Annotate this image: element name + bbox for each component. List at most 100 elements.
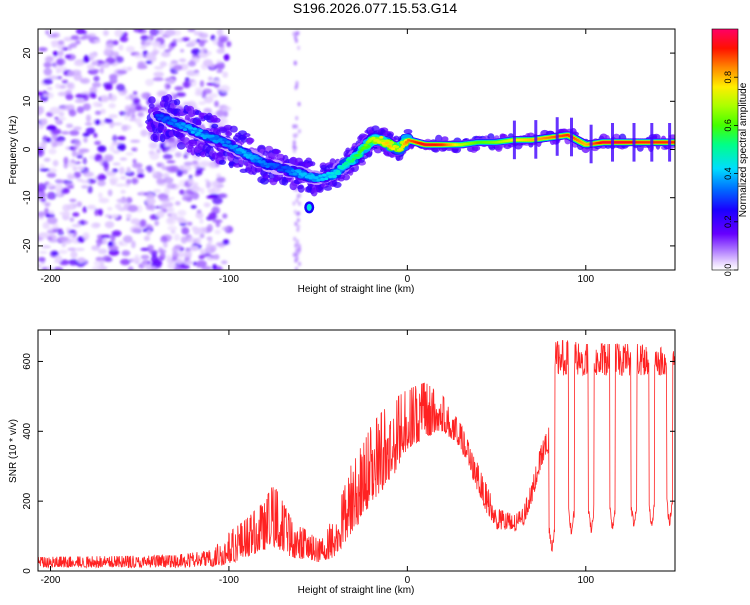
noise-speckle [146,229,152,236]
noise-speckle [100,108,106,115]
ridge-halo [242,133,251,138]
snr-frame [37,329,676,572]
ridge-core [671,141,675,144]
noise-speckle [173,266,183,270]
noise-speckle [198,254,205,260]
noise-speckle [68,233,74,238]
noise-speckle [214,100,219,108]
noise-speckle [61,243,66,248]
ridge-core [314,176,319,180]
noise-speckle [196,209,202,214]
noise-speckle [192,160,199,165]
noise-speckle [74,161,81,165]
noise-speckle [94,119,101,126]
ridge-core [190,131,195,134]
noise-speckle [192,261,198,266]
noise-speckle [200,47,208,54]
noise-speckle [189,245,199,252]
snr-y-axis-label: SNR (10 * v/v) [8,419,19,483]
noise-speckle [297,211,301,216]
noise-speckle [47,75,58,80]
noise-speckle [64,182,75,187]
ridge-halo [188,139,198,147]
ridge-halo [262,174,270,180]
noise-speckle [112,40,119,46]
noise-speckle [297,201,302,206]
noise-speckle [67,44,72,51]
ridge-core [296,170,301,174]
noise-speckle [67,70,75,77]
noise-speckle [152,77,164,81]
noise-speckle [41,198,47,203]
noise-speckle [93,132,98,138]
noise-speckle [61,79,69,84]
noise-speckle [92,101,100,108]
noise-speckle [162,153,173,160]
noise-speckle [208,212,217,220]
noise-speckle [38,216,45,220]
ridge-core [261,160,266,163]
noise-speckle [107,241,114,248]
noise-speckle [156,162,165,168]
noise-speckle [294,221,298,227]
noise-speckle [137,173,145,178]
ridge-spike [611,123,614,162]
noise-speckle [58,117,67,121]
noise-speckle [121,124,128,132]
noise-speckle [292,148,296,154]
ridge-halo [403,129,413,134]
noise-speckle [85,127,95,135]
snr-x-tick-label: -200 [40,575,60,586]
ridge-core [220,140,225,144]
noise-speckle [292,201,296,206]
noise-speckle [223,53,230,61]
noise-speckle [199,248,205,254]
noise-speckle [153,71,165,78]
noise-speckle [181,227,190,235]
noise-speckle [41,118,48,126]
noise-speckle [215,59,222,65]
noise-speckle [211,206,220,215]
noise-speckle [97,145,107,153]
noise-speckle [214,229,221,235]
noise-speckle [43,78,53,85]
noise-speckle [117,136,126,141]
spectrogram-x-axis-label: Height of straight line (km) [298,284,415,295]
noise-speckle [69,130,80,136]
noise-speckle [88,92,97,99]
noise-speckle [70,35,80,41]
noise-speckle [94,208,99,217]
ridge-spike [512,120,516,160]
noise-speckle [216,69,223,74]
ridge-spike [650,123,654,162]
noise-speckle [140,92,149,99]
noise-speckle [297,261,302,267]
ridge-core [391,147,396,151]
noise-speckle [109,144,116,152]
noise-speckle [295,80,299,86]
noise-speckle [146,165,153,173]
ridge-core [234,144,239,148]
noise-speckle [159,61,167,67]
noise-speckle [60,187,70,194]
ridge-core [159,114,164,118]
noise-speckle [170,69,179,75]
noise-speckle [41,245,51,249]
noise-speckle [184,250,193,258]
noise-speckle [38,257,46,262]
noise-speckle [91,61,99,66]
noise-speckle [203,59,214,67]
noise-speckle [42,221,50,230]
ridge-core [349,160,354,163]
noise-speckle [219,118,228,125]
noise-speckle [186,79,195,83]
ridge-core [224,144,229,147]
noise-speckle [166,183,177,190]
noise-speckle [112,122,123,126]
noise-speckle [83,137,88,143]
noise-speckle [159,197,170,202]
snr-y-tick-label: 0 [22,568,33,574]
